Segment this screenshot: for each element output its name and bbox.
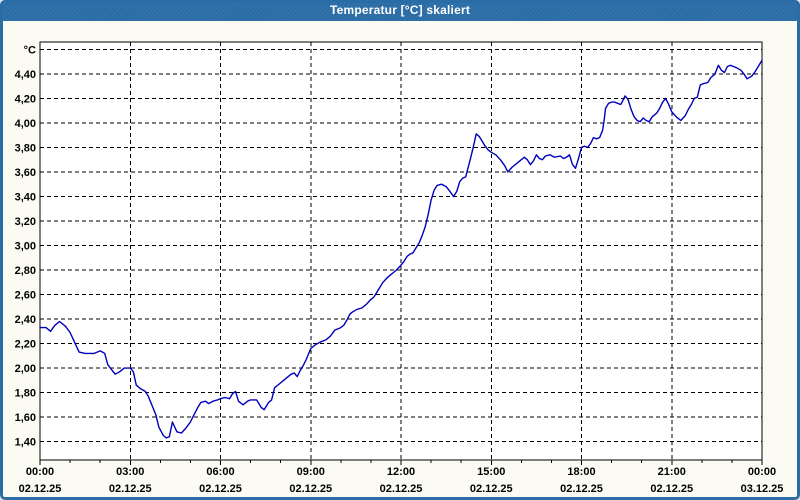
y-tick-label: 4,20	[15, 93, 36, 105]
chart-svg: 00:00 02.12.25 03:00 02.12.25 06:00 02.12.25 0…	[15, 41, 784, 495]
y-tick-label: 3,40	[15, 191, 36, 203]
x-tick-date-label: 02.12.25	[289, 483, 332, 495]
window-title: Temperatur [°C] skaliert	[329, 3, 471, 17]
y-tick-label: 2,20	[15, 339, 36, 351]
x-tick-time-label: 18:00	[567, 466, 595, 478]
x-tick-date-label: 02.12.25	[470, 483, 513, 495]
y-axis-unit-label: °C	[24, 44, 36, 56]
x-tick-time-label: 00:00	[748, 466, 776, 478]
window-titlebar[interactable]: Temperatur [°C] skaliert	[0, 0, 800, 21]
x-tick-time-label: 21:00	[658, 466, 686, 478]
y-tick-label: 2,80	[15, 265, 36, 277]
y-tick-label: 3,20	[15, 216, 36, 228]
x-tick-date-label: 03.12.25	[741, 483, 784, 495]
y-tick-label: 2,60	[15, 290, 36, 302]
plot-background	[40, 42, 762, 460]
x-tick-date-label: 02.12.25	[199, 483, 242, 495]
x-tick-date-label: 02.12.25	[380, 483, 423, 495]
y-tick-label: 1,40	[15, 437, 36, 449]
x-tick-time-label: 15:00	[477, 466, 505, 478]
y-tick-label: 3,60	[15, 167, 36, 179]
x-tick-date-label: 02.12.25	[19, 483, 62, 495]
x-tick-time-label: 00:00	[26, 466, 54, 478]
x-tick-date-label: 02.12.25	[109, 483, 152, 495]
x-tick-time-label: 06:00	[206, 466, 234, 478]
y-tick-label: 4,40	[15, 69, 36, 81]
x-tick-time-label: 03:00	[116, 466, 144, 478]
x-tick-time-label: 09:00	[297, 466, 325, 478]
y-tick-label: 2,00	[15, 363, 36, 375]
x-tick-date-label: 02.12.25	[560, 483, 603, 495]
y-tick-label: 2,40	[15, 314, 36, 326]
y-tick-label: 3,00	[15, 240, 36, 252]
y-tick-label: 4,00	[15, 118, 36, 130]
chart-area[interactable]: 00:00 02.12.25 03:00 02.12.25 06:00 02.12.25 0…	[0, 21, 800, 500]
y-tick-label: 3,80	[15, 142, 36, 154]
x-tick-date-label: 02.12.25	[650, 483, 693, 495]
y-tick-label: 1,60	[15, 412, 36, 424]
x-tick-time-label: 12:00	[387, 466, 415, 478]
temperature-line	[39, 59, 763, 439]
y-tick-label: 1,80	[15, 388, 36, 400]
